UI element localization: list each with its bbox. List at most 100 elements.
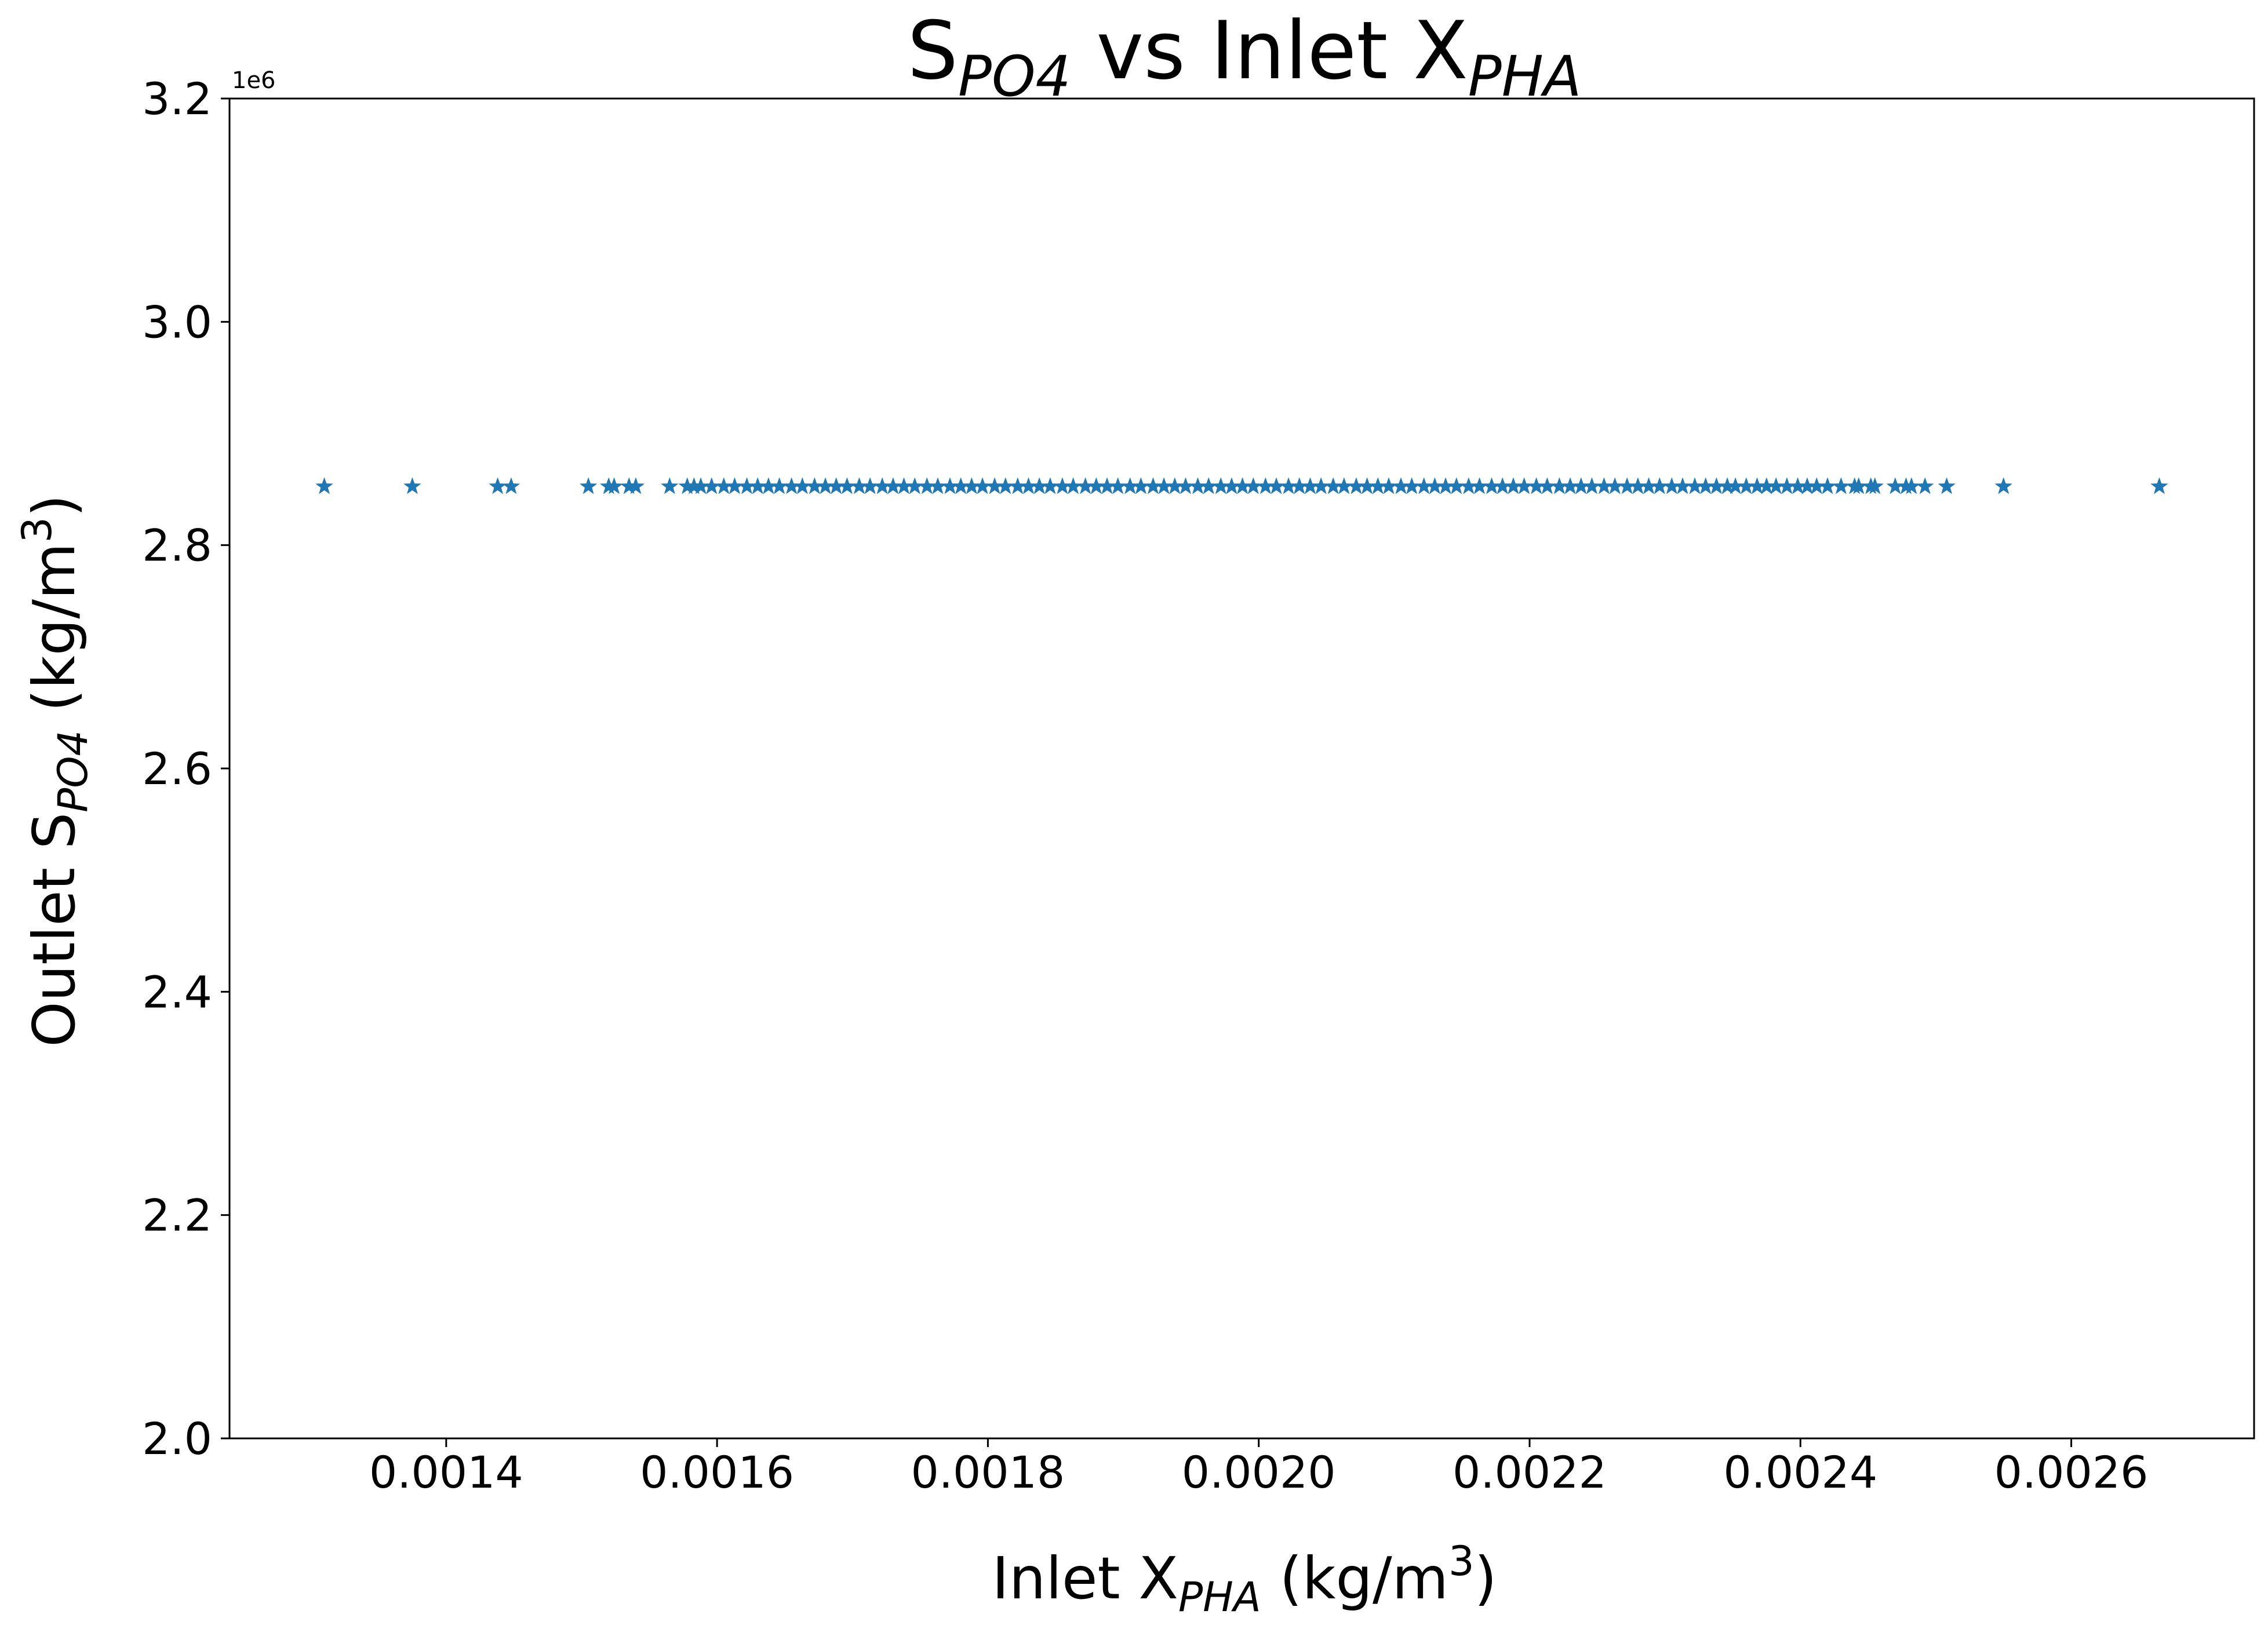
data-point: [1087, 477, 1105, 494]
data-point: [1994, 477, 2012, 494]
data-point: [1041, 477, 1060, 494]
data-point: [1379, 477, 1398, 494]
data-point: [1708, 477, 1725, 494]
data-point: [1459, 477, 1478, 494]
data-point: [793, 477, 811, 494]
data-point: [1789, 477, 1807, 494]
x-tick-label: 0.0024: [1723, 1446, 1877, 1498]
data-point: [1902, 477, 1921, 494]
y-axis-offset-label: 1e6: [232, 67, 276, 94]
data-point: [861, 477, 879, 494]
data-point: [1515, 477, 1533, 494]
data-point: [1737, 477, 1756, 494]
data-point: [489, 477, 507, 494]
data-point: [1279, 477, 1298, 494]
data-point: [1426, 477, 1444, 494]
data-point: [502, 477, 520, 494]
data-point: [1866, 477, 1884, 494]
data-point: [838, 477, 856, 494]
data-point: [627, 477, 645, 494]
data-point: [661, 477, 679, 494]
data-point: [1808, 477, 1826, 494]
data-point: [1748, 477, 1766, 494]
data-point: [1561, 477, 1579, 494]
chart-title: SPO4 vs Inlet XPHA: [907, 4, 1581, 109]
data-point: [1618, 477, 1636, 494]
data-point: [1916, 477, 1934, 494]
data-point: [1938, 477, 1956, 494]
data-point: [1009, 477, 1027, 494]
data-point: [1483, 477, 1501, 494]
data-point: [1212, 477, 1230, 494]
y-tick-label: 2.8: [142, 520, 212, 571]
data-point: [1233, 477, 1251, 494]
data-point: [1335, 477, 1353, 494]
data-point: [1850, 477, 1867, 494]
data-point: [605, 477, 623, 494]
data-point: [1200, 477, 1218, 494]
data-point: [715, 477, 733, 494]
data-point: [770, 477, 788, 494]
data-point: [1606, 477, 1624, 494]
x-tick-label: 0.0014: [369, 1446, 523, 1498]
data-point: [1494, 477, 1512, 494]
x-tick-label: 0.0016: [640, 1446, 794, 1498]
data-point: [702, 477, 720, 494]
y-axis-label-subscript: PO4: [49, 730, 97, 812]
y-axis-ticks: 2.0 2.2 2.4 2.6 2.8 3.0 3.2: [142, 73, 230, 1464]
y-tick-label: 2.4: [142, 966, 212, 1018]
data-point: [1290, 477, 1309, 494]
data-point: [1685, 477, 1704, 494]
x-tick-label: 0.0022: [1452, 1446, 1607, 1498]
y-tick-label: 2.6: [142, 743, 212, 795]
data-point: [1403, 477, 1421, 494]
data-point: [782, 477, 800, 494]
data-point: [1020, 477, 1037, 494]
data-point: [1098, 477, 1116, 494]
data-point: [873, 477, 891, 494]
data-point: [1222, 477, 1241, 494]
data-point: [1583, 477, 1601, 494]
data-point: [749, 477, 767, 494]
data-point: [1767, 477, 1785, 494]
data-point: [1527, 477, 1545, 494]
data-point: [1798, 477, 1816, 494]
data-point: [1818, 477, 1837, 494]
data-point: [827, 477, 845, 494]
data-point: [738, 477, 756, 494]
x-axis-label-superscript: 3: [1448, 1537, 1475, 1585]
data-point: [884, 477, 902, 494]
data-point: [1155, 477, 1173, 494]
data-point: [1369, 477, 1387, 494]
data-point: [906, 477, 924, 494]
y-tick-label: 3.0: [142, 296, 212, 348]
data-point: [1257, 477, 1275, 494]
data-point: [985, 477, 1004, 494]
y-tick-label: 2.0: [142, 1413, 212, 1464]
data-point: [1757, 477, 1776, 494]
data-point: [1886, 477, 1905, 494]
data-point: [806, 477, 824, 494]
data-point: [1053, 477, 1072, 494]
data-point: [1572, 477, 1590, 494]
data-point: [1651, 477, 1669, 494]
data-point: [941, 477, 959, 494]
y-tick-label: 3.2: [142, 73, 212, 125]
data-point: [1392, 477, 1410, 494]
data-point: [1121, 477, 1139, 494]
plot-area-frame: [228, 97, 2255, 1440]
data-point: [1436, 477, 1455, 494]
data-point: [691, 477, 710, 494]
data-point: [1595, 477, 1613, 494]
scatter-points: [315, 477, 2168, 494]
data-point: [895, 477, 913, 494]
data-point: [952, 477, 970, 494]
data-point: [1109, 477, 1127, 494]
data-point: [403, 477, 421, 494]
data-point: [1324, 477, 1342, 494]
data-point: [579, 477, 598, 494]
data-point: [1832, 477, 1850, 494]
data-point: [685, 477, 703, 494]
